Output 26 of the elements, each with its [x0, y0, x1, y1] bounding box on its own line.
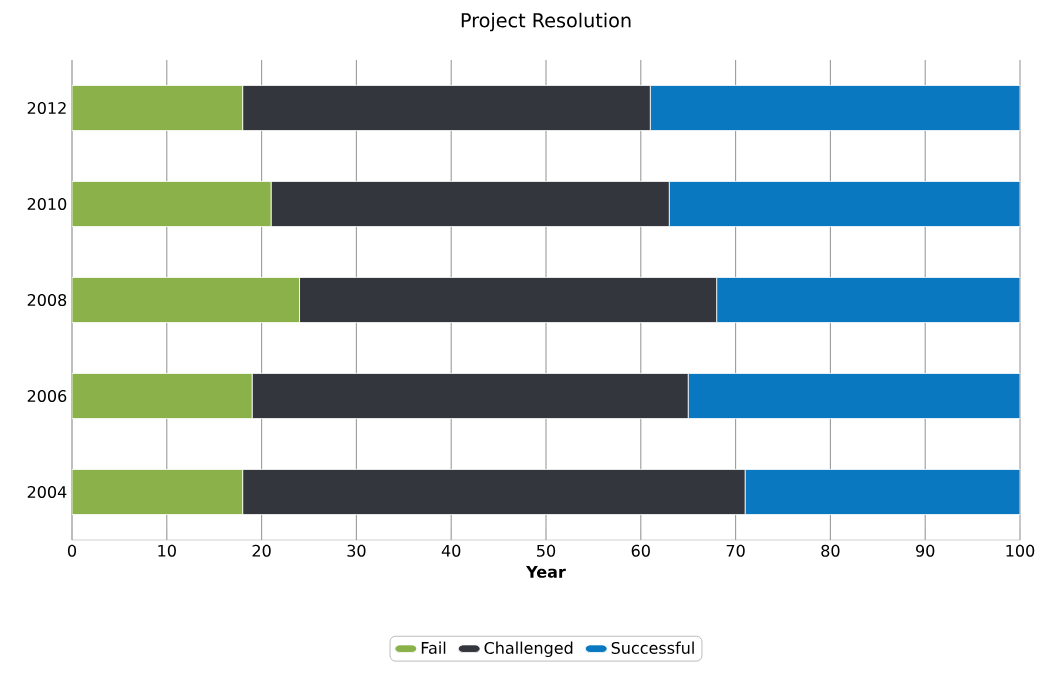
y-tick-label: 2006	[27, 389, 67, 403]
bar	[72, 373, 253, 419]
legend-label: Fail	[421, 641, 446, 654]
x-axis-title: Year	[526, 565, 566, 578]
legend-label: Successful	[611, 641, 694, 654]
y-tick-label: 2010	[27, 197, 67, 211]
y-tick-label: 2008	[27, 293, 67, 307]
y-tick-label: 2012	[27, 101, 66, 115]
bar	[72, 85, 244, 131]
x-tick-label: 30	[347, 544, 366, 557]
legend-label: Challenged	[484, 641, 573, 658]
x-tick-label: 90	[916, 544, 935, 557]
bar	[72, 469, 244, 515]
x-tick-label: 20	[252, 544, 271, 557]
y-tick-label: 2004	[27, 485, 67, 499]
x-tick-label: 50	[537, 544, 556, 557]
x-tick-label: 70	[726, 544, 745, 557]
x-tick-label: 80	[821, 544, 840, 557]
x-tick-label: 100	[1006, 544, 1035, 557]
bar	[72, 277, 300, 323]
bar	[72, 181, 272, 227]
chart-title: Project Resolution	[461, 12, 631, 32]
x-tick-label: 10	[158, 544, 176, 557]
x-tick-label: 60	[631, 544, 650, 557]
x-tick-label: 0	[67, 544, 77, 557]
x-tick-label: 40	[441, 544, 461, 557]
